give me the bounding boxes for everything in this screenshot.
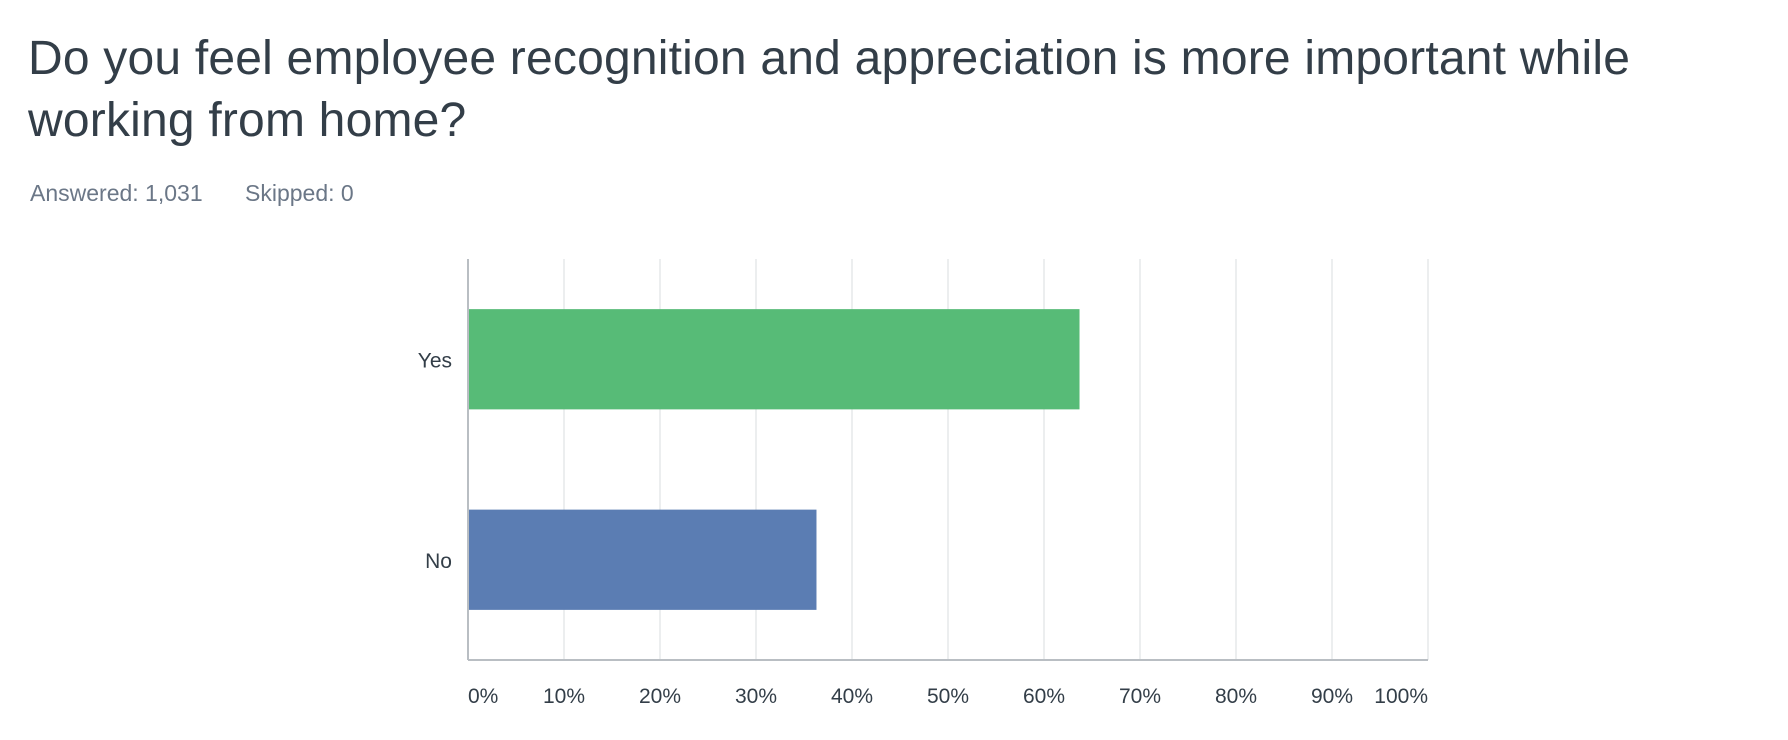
bars [468, 309, 1080, 610]
x-tick-label: 50% [927, 685, 969, 708]
bar-no [468, 509, 817, 610]
x-tick-label: 90% [1311, 685, 1353, 708]
x-tick-label: 60% [1023, 685, 1065, 708]
x-tick-label: 30% [735, 685, 777, 708]
x-tick-label: 20% [639, 685, 681, 708]
bar-yes [468, 309, 1080, 410]
question-title: Do you feel employee recognition and app… [28, 32, 1631, 147]
x-tick-label: 80% [1215, 685, 1257, 708]
x-tick-label: 10% [543, 685, 585, 708]
answered-count: Answered: 1,031 [30, 180, 203, 206]
x-tick-label: 100% [1374, 685, 1428, 708]
x-tick-label: 40% [831, 685, 873, 708]
labels: Yes No 0% 10% 20% 30% 40% 50% 60% 70% 80% 90% 100% [418, 349, 1428, 708]
response-stats: Answered: 1,031 Skipped: 0 [30, 180, 390, 207]
x-tick-label: 0% [468, 685, 498, 708]
axes [467, 259, 1428, 661]
skipped-count: Skipped: 0 [245, 180, 354, 206]
category-label-no: No [425, 550, 452, 573]
x-tick-label: 70% [1119, 685, 1161, 708]
category-label-yes: Yes [418, 349, 452, 372]
